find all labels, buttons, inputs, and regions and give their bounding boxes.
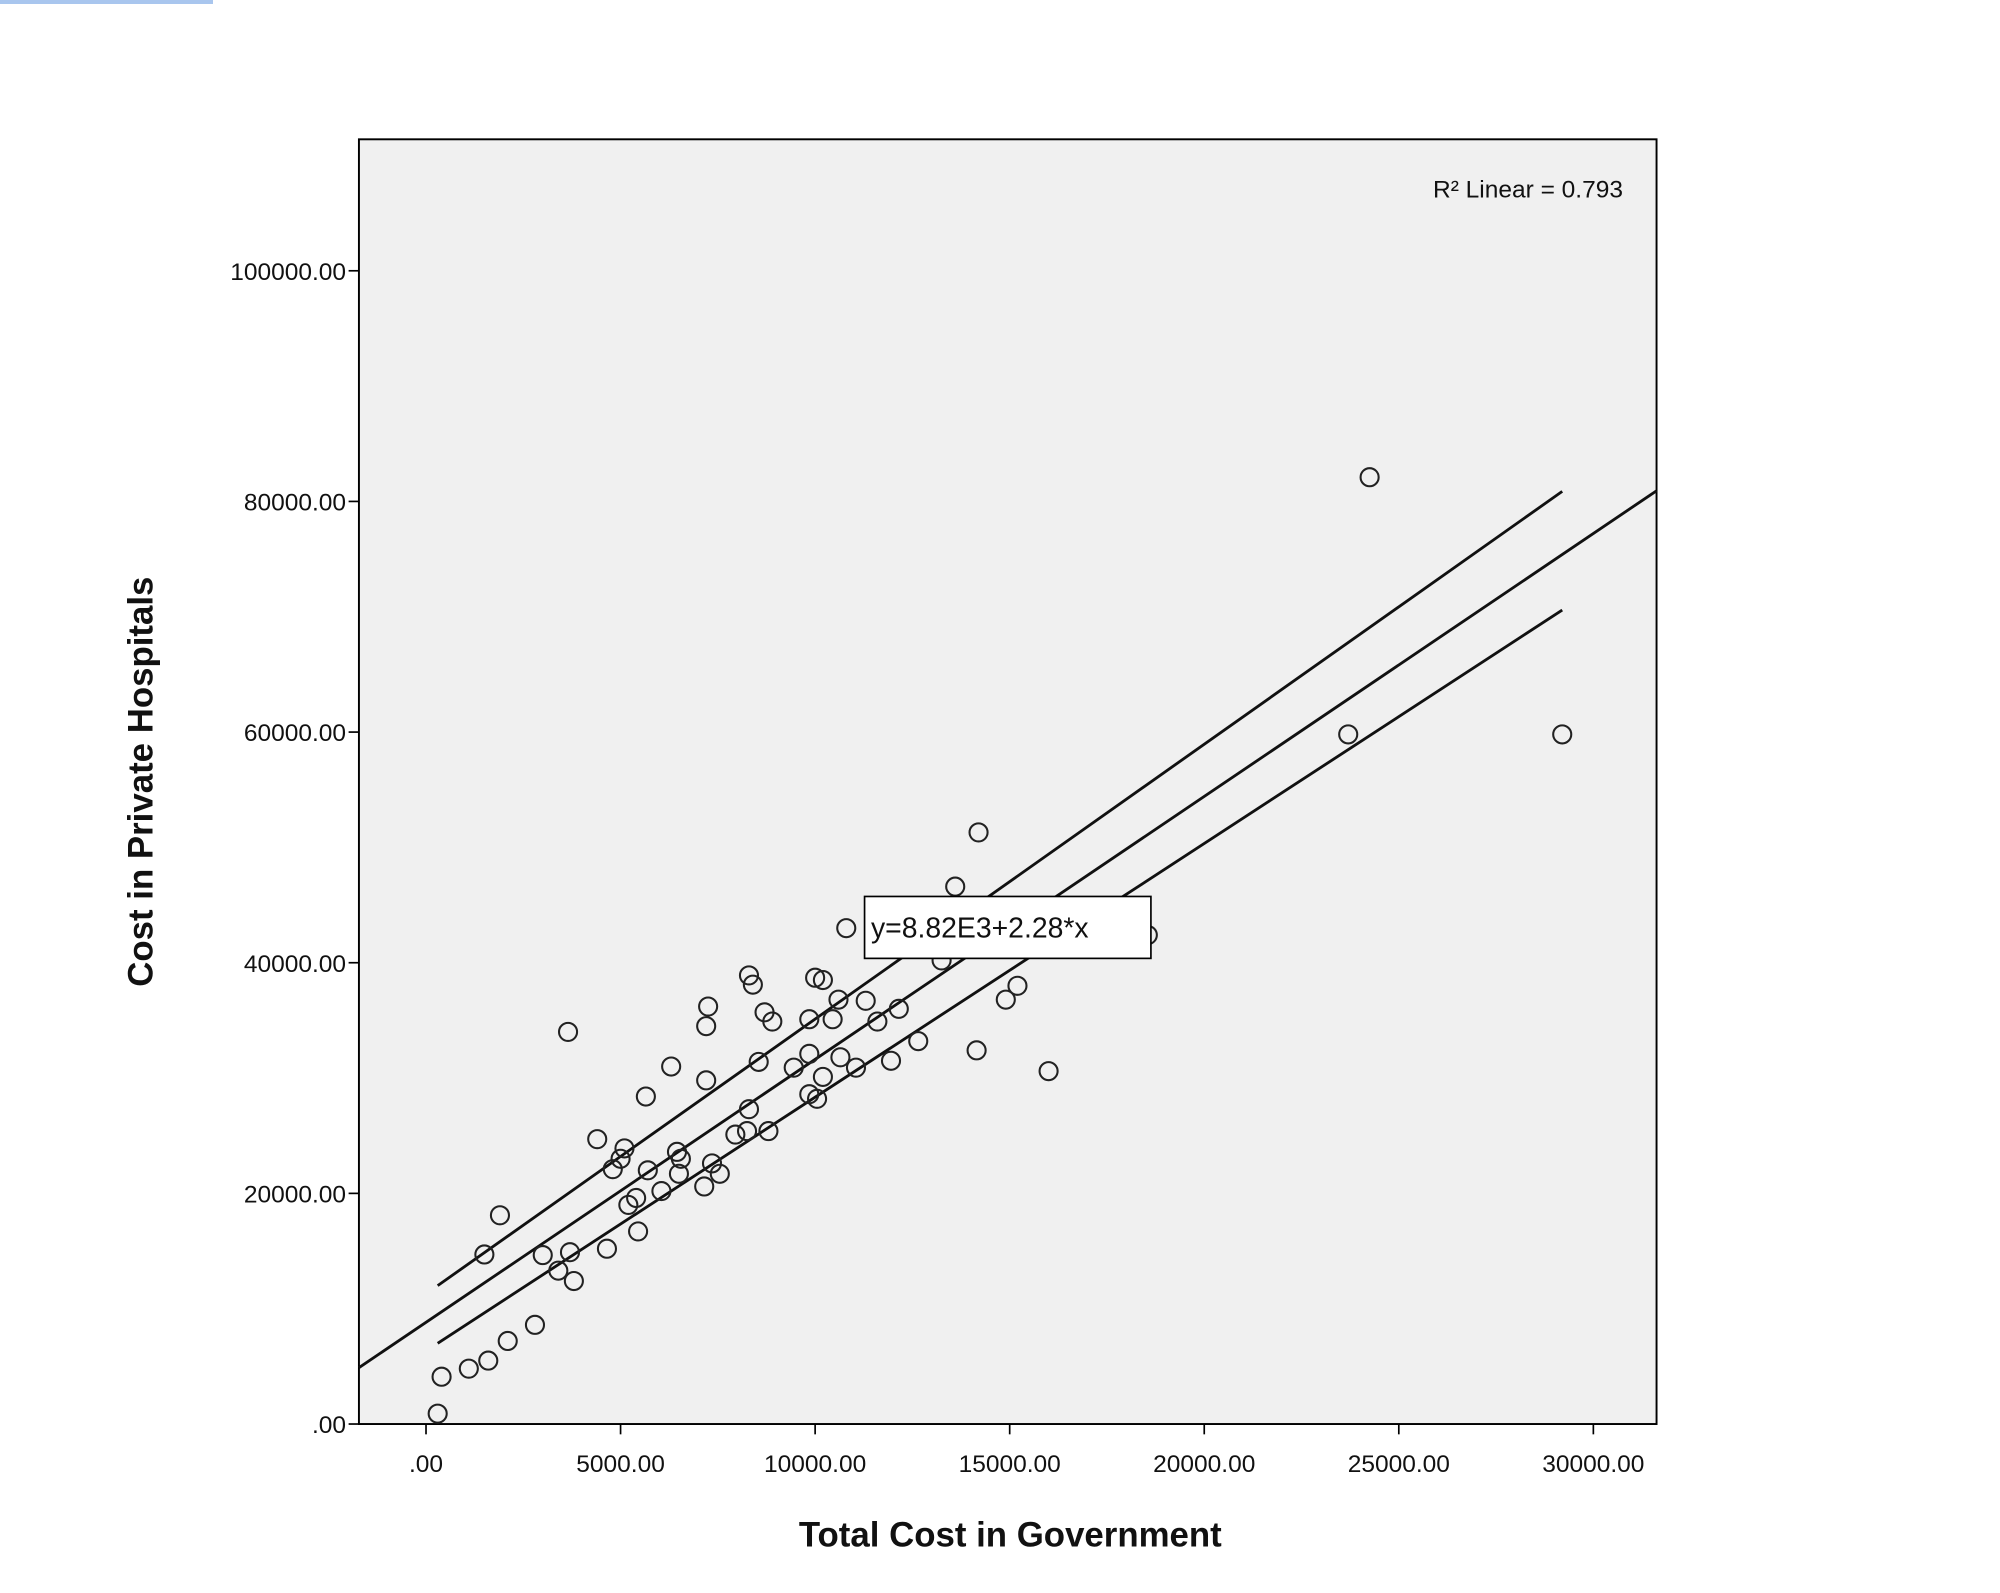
data-point xyxy=(748,1051,769,1072)
data-point xyxy=(762,1011,783,1032)
data-point xyxy=(807,1088,828,1109)
data-point xyxy=(458,1358,479,1379)
x-tick-label: 10000.00 xyxy=(764,1451,866,1478)
y-tick-label: .00 xyxy=(312,1412,346,1439)
data-point xyxy=(596,1238,618,1259)
x-tick-label: .00 xyxy=(409,1451,443,1478)
data-point xyxy=(742,974,763,995)
fit-equation-label: y=8.82E3+2.28*x xyxy=(863,895,1152,960)
data-point xyxy=(610,1148,631,1169)
y-tick-label: 40000.00 xyxy=(244,951,346,978)
data-point xyxy=(799,1009,820,1030)
x-tick-label: 15000.00 xyxy=(959,1451,1061,1478)
data-point xyxy=(805,967,826,988)
data-point xyxy=(696,1016,717,1037)
data-point xyxy=(830,1047,851,1068)
plot-area xyxy=(357,138,1658,1425)
data-point xyxy=(559,1242,581,1263)
data-point xyxy=(855,990,876,1011)
data-point xyxy=(1359,467,1380,488)
data-point xyxy=(651,1181,672,1202)
data-point xyxy=(822,1009,843,1030)
data-point xyxy=(812,1066,833,1087)
data-point xyxy=(1038,1061,1059,1082)
data-point xyxy=(524,1314,546,1335)
x-tick-label: 30000.00 xyxy=(1542,1451,1644,1478)
fit-equation-text: y=8.82E3+2.28*x xyxy=(871,913,1089,945)
data-point xyxy=(661,1056,682,1077)
x-tick-label: 20000.00 xyxy=(1153,1451,1255,1478)
data-point xyxy=(694,1176,715,1197)
y-tick-label: 60000.00 xyxy=(244,720,346,747)
y-tick-label: 20000.00 xyxy=(244,1181,346,1208)
data-point xyxy=(799,1043,820,1064)
data-point xyxy=(1007,975,1028,996)
data-point xyxy=(668,1163,689,1184)
data-point xyxy=(628,1221,649,1242)
data-point xyxy=(812,969,833,991)
data-point xyxy=(867,1011,888,1032)
data-point xyxy=(736,1121,758,1142)
data-point xyxy=(431,1366,452,1387)
x-axis-title: Total Cost in Government xyxy=(799,1516,1222,1555)
data-point xyxy=(548,1260,569,1281)
x-tick-label: 25000.00 xyxy=(1348,1451,1450,1478)
data-point xyxy=(845,1057,867,1078)
data-point xyxy=(1552,724,1573,745)
data-point xyxy=(783,1057,804,1078)
data-point xyxy=(738,1099,760,1120)
y-tick-label: 80000.00 xyxy=(244,489,346,516)
data-point xyxy=(602,1159,623,1180)
data-point xyxy=(836,918,857,939)
data-point xyxy=(888,998,909,1019)
data-point xyxy=(637,1160,658,1181)
data-point xyxy=(587,1129,608,1150)
data-point xyxy=(497,1330,518,1352)
data-point xyxy=(880,1050,902,1071)
data-point xyxy=(626,1187,647,1209)
data-point xyxy=(696,1070,717,1091)
data-point xyxy=(1338,724,1359,745)
data-point xyxy=(557,1021,579,1042)
data-point xyxy=(908,1031,929,1052)
data-point xyxy=(670,1148,691,1169)
data-point xyxy=(614,1138,635,1159)
window-top-highlight xyxy=(0,0,213,4)
data-point xyxy=(635,1086,656,1107)
y-axis-title: Cost in Private Hospitals xyxy=(122,577,161,987)
data-point xyxy=(828,989,849,1010)
data-point xyxy=(966,1040,987,1061)
data-point xyxy=(758,1121,779,1142)
ci-upper-line xyxy=(436,490,1564,1287)
data-point xyxy=(478,1350,499,1371)
data-point xyxy=(709,1163,730,1184)
r2-label: R² Linear = 0.793 xyxy=(1433,176,1623,203)
data-point xyxy=(427,1403,448,1424)
data-point xyxy=(725,1124,746,1145)
data-point xyxy=(489,1205,511,1226)
data-point xyxy=(698,996,719,1017)
data-point xyxy=(474,1244,495,1265)
data-point xyxy=(701,1153,723,1174)
data-point xyxy=(532,1245,553,1266)
x-tick-label: 5000.00 xyxy=(576,1451,665,1478)
y-tick-label: 100000.00 xyxy=(230,259,346,286)
data-point xyxy=(738,965,760,986)
data-point xyxy=(995,989,1016,1010)
data-point xyxy=(968,822,989,843)
data-point xyxy=(563,1270,584,1292)
ci-lower-line xyxy=(436,608,1564,1345)
